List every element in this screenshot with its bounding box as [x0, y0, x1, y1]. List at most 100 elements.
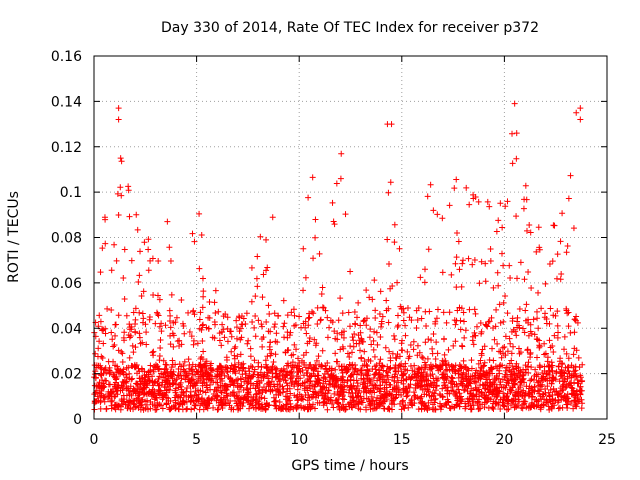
data-point: [96, 338, 103, 345]
data-point: [192, 402, 199, 409]
data-point: [449, 367, 456, 374]
data-point: [345, 309, 352, 316]
data-point: [330, 376, 337, 383]
data-point: [155, 257, 162, 264]
data-point: [193, 380, 200, 387]
data-point: [108, 267, 115, 274]
data-point: [267, 388, 274, 395]
data-point: [429, 350, 436, 357]
data-point: [297, 375, 304, 382]
data-point: [208, 360, 215, 367]
data-point: [120, 371, 127, 378]
data-point: [203, 324, 210, 331]
data-point: [417, 274, 424, 281]
data-point: [329, 400, 336, 407]
data-point: [119, 350, 126, 357]
data-point: [351, 308, 358, 315]
data-point: [401, 405, 408, 412]
data-point: [522, 307, 529, 314]
data-point: [578, 378, 585, 385]
data-point: [224, 338, 231, 345]
data-point: [265, 375, 272, 382]
data-point: [231, 361, 238, 368]
data-point: [231, 352, 238, 359]
y-tick-label: 0.02: [51, 367, 82, 383]
data-point: [434, 306, 441, 313]
data-point: [172, 361, 179, 368]
data-point: [512, 328, 519, 335]
data-point: [200, 288, 207, 295]
data-point: [541, 340, 548, 347]
data-point: [546, 371, 553, 378]
data-point: [467, 406, 474, 413]
data-point: [196, 316, 203, 323]
data-point: [272, 338, 279, 345]
data-point: [340, 334, 347, 341]
data-point: [399, 347, 406, 354]
data-point: [349, 334, 356, 341]
data-point: [130, 406, 137, 413]
data-point: [496, 301, 503, 308]
data-point: [271, 310, 278, 317]
data-point: [394, 279, 401, 286]
data-point: [530, 316, 537, 323]
data-point: [358, 335, 365, 342]
data-point: [130, 309, 137, 316]
data-point: [371, 277, 378, 284]
data-point: [461, 386, 468, 393]
data-point: [559, 210, 566, 217]
data-point: [577, 372, 584, 379]
data-point: [312, 216, 319, 223]
data-point: [394, 323, 401, 330]
data-point: [481, 343, 488, 350]
data-point: [497, 362, 504, 369]
data-point: [288, 309, 295, 316]
data-point: [508, 387, 515, 394]
data-point: [301, 405, 308, 412]
data-point: [439, 269, 446, 276]
data-point: [328, 365, 335, 372]
data-point: [405, 355, 412, 362]
data-point: [482, 260, 489, 267]
data-point: [567, 329, 574, 336]
data-point: [443, 319, 450, 326]
data-point: [508, 357, 515, 364]
y-tick-label: 0.08: [51, 231, 82, 247]
data-point: [495, 375, 502, 382]
data-point: [499, 250, 505, 257]
data-point: [223, 390, 230, 397]
data-point: [259, 343, 266, 350]
data-point: [152, 320, 159, 327]
data-point: [558, 387, 565, 394]
data-point: [185, 309, 192, 316]
data-point: [409, 367, 416, 374]
data-point: [472, 369, 479, 376]
data-point: [177, 368, 184, 375]
data-point: [296, 313, 303, 320]
data-point: [337, 175, 344, 182]
data-point: [422, 362, 429, 369]
data-point: [557, 276, 564, 283]
data-point: [197, 387, 204, 394]
data-point: [524, 347, 531, 354]
data-point: [476, 405, 483, 412]
data-point: [324, 334, 331, 341]
data-point: [430, 330, 437, 337]
data-point: [495, 282, 502, 289]
data-point: [150, 368, 157, 375]
data-point: [575, 354, 582, 361]
data-point: [216, 337, 223, 344]
data-point: [537, 406, 544, 413]
data-point: [442, 382, 449, 389]
data-point: [263, 387, 270, 394]
data-point: [243, 396, 250, 403]
data-point: [357, 347, 364, 354]
data-point: [160, 357, 167, 364]
data-point: [442, 384, 449, 391]
y-tick-label: 0.12: [51, 140, 82, 156]
data-point: [410, 338, 417, 345]
data-point: [283, 388, 290, 395]
data-point: [102, 240, 109, 247]
data-point: [333, 358, 340, 365]
data-point: [302, 274, 309, 281]
